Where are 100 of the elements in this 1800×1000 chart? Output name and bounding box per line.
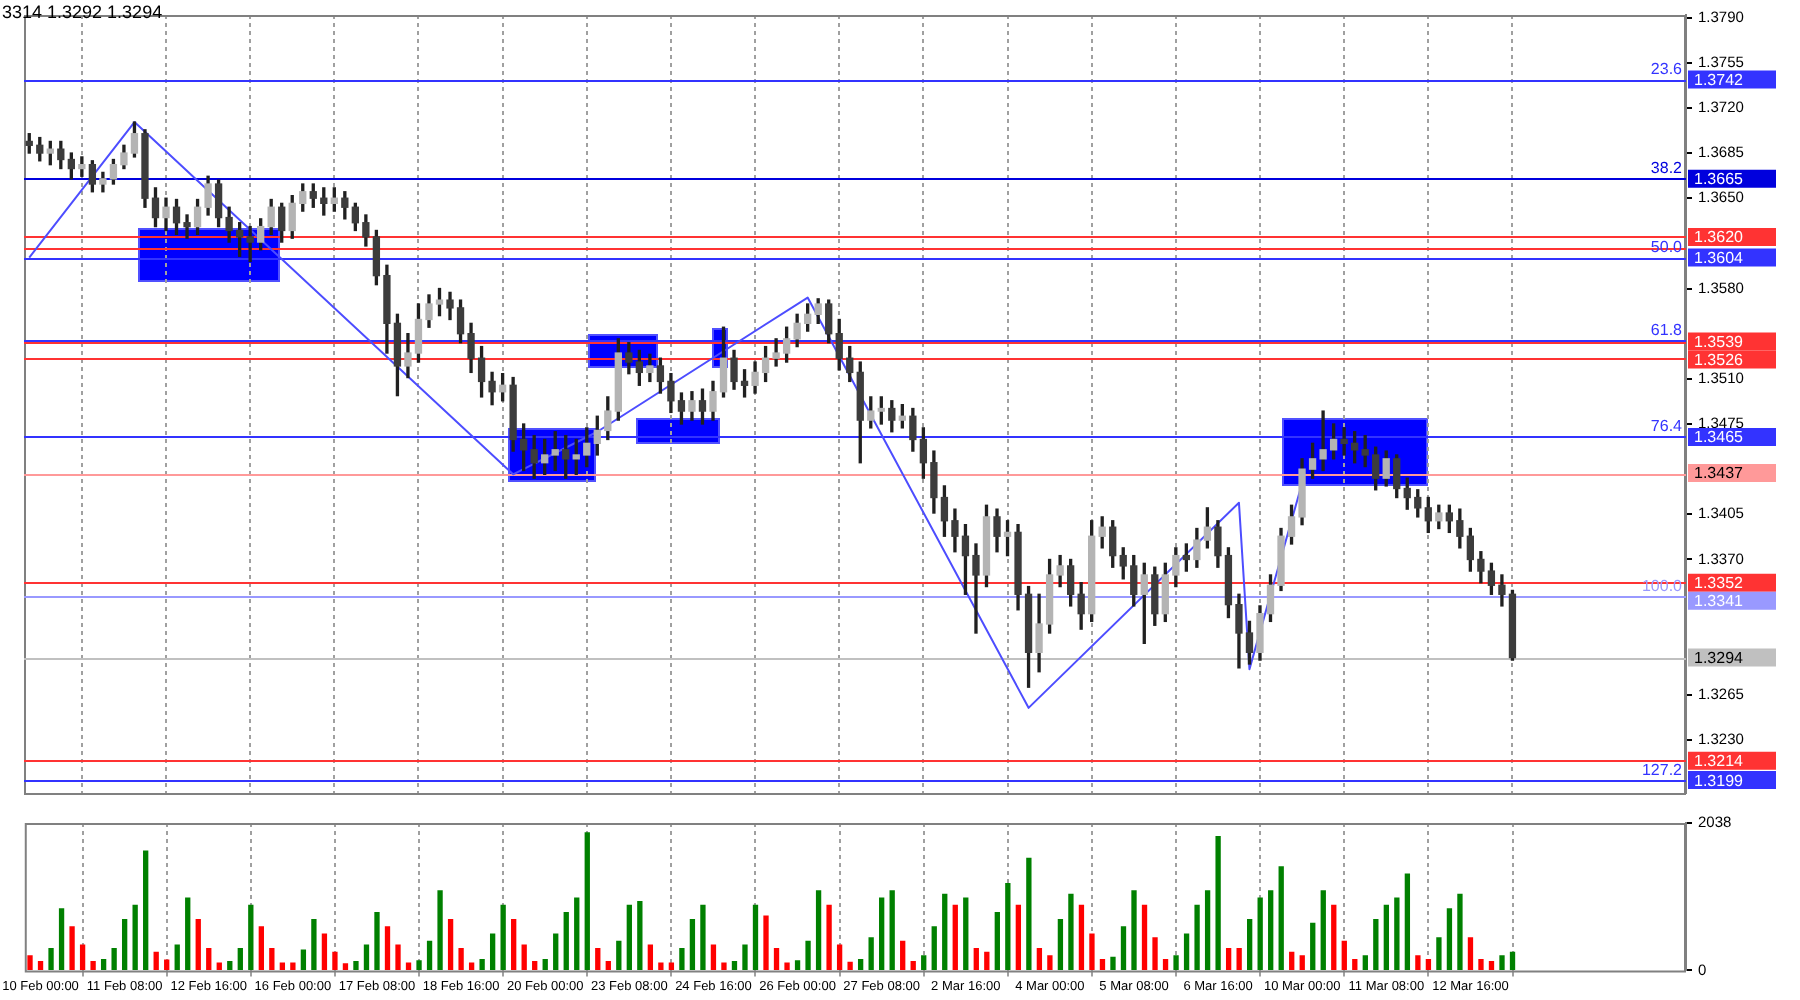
bar xyxy=(290,962,296,971)
bar xyxy=(1236,948,1242,971)
bar xyxy=(563,911,569,971)
bar xyxy=(1436,937,1442,971)
bar xyxy=(626,904,632,971)
bar xyxy=(58,908,65,971)
bar xyxy=(826,904,832,971)
bar xyxy=(1467,937,1474,971)
bar xyxy=(1068,893,1074,971)
ref-line-label: 1.3341 xyxy=(1694,592,1745,611)
bar xyxy=(489,933,496,971)
bar xyxy=(1099,958,1106,971)
annotation: 76.4 xyxy=(1650,417,1684,436)
bar xyxy=(447,919,454,971)
bar xyxy=(1005,882,1011,971)
bar xyxy=(647,944,654,971)
bar xyxy=(1499,955,1505,971)
bar xyxy=(1215,835,1221,971)
bar xyxy=(153,951,159,971)
bar xyxy=(1047,955,1053,971)
ref-line-label: 1.3199 xyxy=(1694,771,1745,790)
bar xyxy=(185,897,191,971)
bar xyxy=(700,904,706,971)
bar xyxy=(1383,904,1390,971)
bar xyxy=(437,890,443,971)
bar xyxy=(237,948,243,971)
bar xyxy=(1247,919,1253,971)
bar xyxy=(616,940,622,971)
bar xyxy=(784,962,790,971)
bar xyxy=(332,951,338,971)
bar xyxy=(132,904,138,971)
bar xyxy=(395,944,401,971)
bar xyxy=(1036,948,1043,971)
bar xyxy=(836,944,843,971)
bar xyxy=(984,951,990,971)
bar xyxy=(1362,955,1368,971)
bar xyxy=(847,961,853,971)
bar xyxy=(1509,951,1516,971)
bar xyxy=(710,944,717,971)
annotation: 61.8 xyxy=(1650,320,1684,339)
bar xyxy=(100,958,107,971)
bar xyxy=(269,948,275,971)
bar xyxy=(1141,904,1148,971)
bar xyxy=(721,962,727,971)
annotation: 23.6 xyxy=(1650,59,1684,78)
bar xyxy=(879,897,885,971)
bar xyxy=(1373,919,1379,971)
bar xyxy=(805,940,811,971)
bar xyxy=(1026,857,1032,971)
bar xyxy=(963,897,969,971)
bar xyxy=(1310,922,1316,971)
bar xyxy=(37,961,44,971)
ref-line-label: 1.3620 xyxy=(1694,228,1745,247)
bar xyxy=(111,948,117,971)
bar xyxy=(1120,926,1127,971)
ref-line-label: 1.3742 xyxy=(1694,70,1745,89)
bar xyxy=(1057,919,1064,971)
annotation: 38.2 xyxy=(1650,159,1684,178)
bar xyxy=(1478,958,1484,971)
bar xyxy=(374,911,380,971)
bar xyxy=(574,897,580,971)
bar xyxy=(679,948,685,971)
ref-line-label: 1.3539 xyxy=(1694,332,1745,351)
bar xyxy=(48,948,54,971)
bar xyxy=(479,958,485,971)
bar xyxy=(900,940,906,971)
bar xyxy=(258,926,264,971)
bar xyxy=(1488,961,1495,971)
bar xyxy=(910,961,916,971)
bar xyxy=(1404,873,1411,971)
bar xyxy=(1289,951,1295,971)
bar xyxy=(815,890,822,971)
bar xyxy=(763,915,769,971)
bar xyxy=(511,919,517,971)
ref-line-label: 1.3465 xyxy=(1694,428,1745,447)
ref-line-label: 1.3352 xyxy=(1694,574,1745,593)
bar xyxy=(1457,893,1463,971)
bar xyxy=(521,944,527,971)
bar xyxy=(321,933,328,971)
bar xyxy=(1268,890,1274,971)
ref-line-label: 1.3665 xyxy=(1694,170,1745,189)
bar xyxy=(931,926,937,971)
bar xyxy=(1278,866,1284,971)
candlestick xyxy=(78,156,86,177)
bar xyxy=(458,948,464,971)
bar xyxy=(363,944,370,971)
bar xyxy=(532,961,538,971)
bar xyxy=(1015,904,1022,971)
bar xyxy=(174,944,180,971)
bar xyxy=(1341,940,1347,971)
bar xyxy=(416,960,422,971)
bar xyxy=(595,948,601,971)
bar xyxy=(942,893,948,971)
bar xyxy=(731,961,738,971)
bar xyxy=(1257,897,1263,971)
bar xyxy=(794,960,801,971)
bar xyxy=(952,904,958,971)
bar xyxy=(1394,897,1400,971)
bar xyxy=(742,944,748,971)
bar xyxy=(921,955,927,971)
